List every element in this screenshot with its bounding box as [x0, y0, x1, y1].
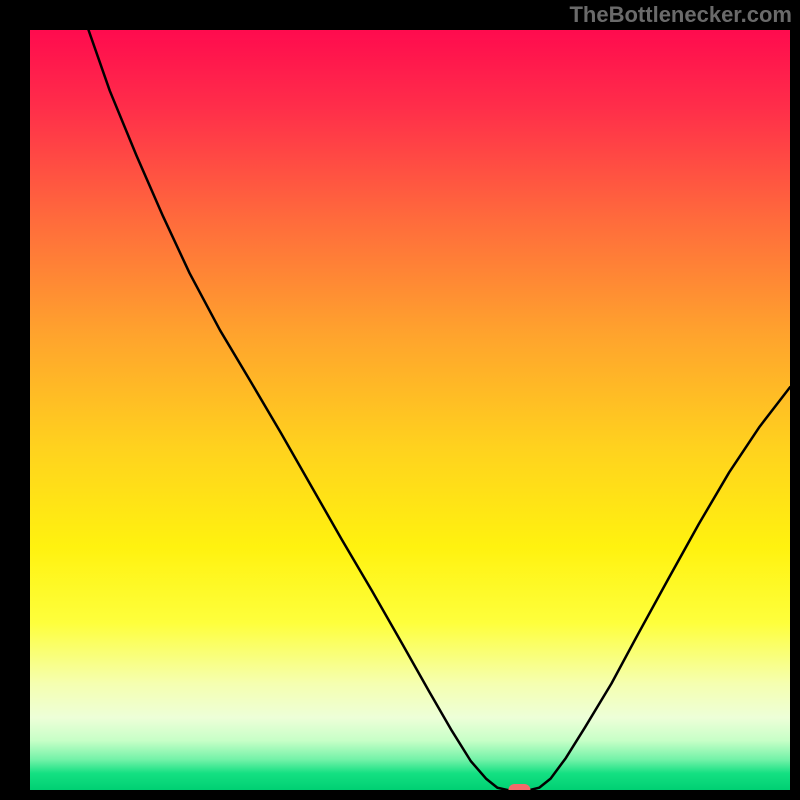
gradient-background: [30, 30, 790, 790]
bottleneck-chart: TheBottlenecker.com: [0, 0, 800, 800]
plot-area: [30, 30, 790, 796]
watermark-text: TheBottlenecker.com: [569, 2, 792, 27]
